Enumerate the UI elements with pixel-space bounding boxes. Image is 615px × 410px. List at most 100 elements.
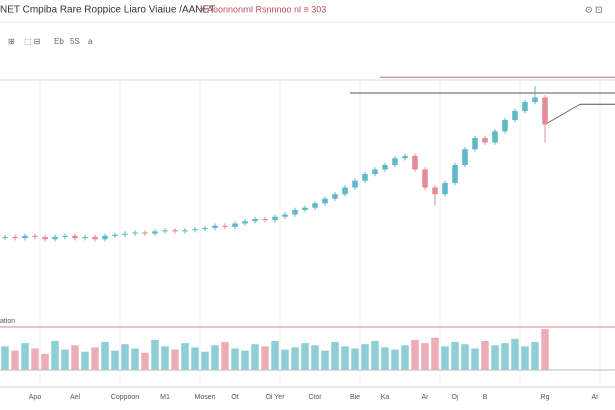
- candle-body: [202, 228, 208, 230]
- candle-body: [272, 216, 278, 221]
- candle-body: [302, 207, 308, 210]
- candle-body: [62, 235, 68, 237]
- tool[interactable]: 5S: [70, 37, 80, 46]
- tool[interactable]: ⬚ ⊟: [24, 37, 40, 46]
- volume-bar: [111, 350, 119, 370]
- candle-body: [82, 237, 88, 239]
- volume-bar: [251, 344, 259, 370]
- candle-body: [142, 232, 148, 234]
- candle-body: [192, 229, 198, 231]
- volume-bar: [451, 342, 459, 370]
- volume-bar: [401, 345, 409, 370]
- volume-bar: [511, 338, 519, 370]
- tool[interactable]: a: [88, 37, 93, 46]
- volume-bar: [211, 345, 219, 370]
- volume-bar: [541, 329, 549, 370]
- volume-bar: [91, 347, 99, 370]
- candle-body: [132, 232, 138, 234]
- candle-body: [122, 233, 128, 235]
- volume-bar: [21, 343, 29, 370]
- x-tick-label: Ka: [381, 394, 390, 401]
- x-tick-label: Oj: [452, 394, 459, 401]
- volume-bar: [391, 349, 399, 370]
- candle-body: [222, 225, 228, 227]
- x-tick-label: B: [483, 394, 488, 401]
- candle-body: [252, 219, 258, 222]
- x-tick-label: Mosen: [194, 394, 215, 401]
- volume-bar: [481, 340, 489, 370]
- volume-bar: [121, 344, 129, 370]
- candle-body: [432, 187, 438, 195]
- volume-bar: [301, 343, 309, 370]
- candle-body: [422, 169, 428, 188]
- candle-body: [512, 111, 518, 120]
- volume-bar: [191, 347, 199, 370]
- volume-bar: [331, 342, 339, 370]
- x-tick-label: Coppoon: [111, 394, 140, 401]
- x-tick-label: Ar: [422, 394, 430, 401]
- candle-body: [442, 183, 448, 195]
- candle-body: [12, 237, 18, 239]
- volume-bar: [461, 344, 469, 370]
- candle-body: [322, 198, 328, 204]
- x-tick-label: Apo: [29, 394, 42, 401]
- candle-body: [262, 219, 268, 221]
- candle-body: [392, 158, 398, 165]
- volume-bar: [501, 343, 509, 370]
- volume-bar: [421, 343, 429, 370]
- candle-body: [162, 230, 168, 232]
- candle-body: [352, 180, 358, 188]
- volume-bar: [161, 346, 169, 370]
- volume-bar: [531, 342, 539, 370]
- x-tick-label: Oi Yer: [265, 394, 285, 401]
- candle-body: [532, 97, 538, 102]
- volume-bar: [441, 346, 449, 370]
- candle-body: [362, 174, 368, 181]
- candle-body: [232, 223, 238, 227]
- candle-body: [372, 169, 378, 174]
- volume-bar: [101, 342, 109, 370]
- chart-title: NET Cmpiba Rare Roppice Liaro Viaiue /AA…: [0, 5, 215, 16]
- volume-bar: [521, 346, 529, 370]
- x-tick-label: Ctor: [308, 394, 322, 401]
- x-tick-label: Rg: [541, 394, 550, 401]
- volume-bar: [341, 346, 349, 370]
- candle-body: [542, 97, 548, 125]
- volume-bar: [271, 340, 279, 370]
- candle-body: [42, 237, 48, 240]
- candle-body: [502, 120, 508, 132]
- trend-line: [544, 103, 581, 125]
- volume-bar: [431, 337, 439, 370]
- volume-bar: [361, 344, 369, 370]
- volume-bar: [31, 348, 39, 370]
- candle-body: [332, 194, 338, 199]
- volume-bar: [151, 339, 159, 370]
- volume-bar: [491, 345, 499, 370]
- candle-body: [182, 230, 188, 232]
- volume-bar: [381, 347, 389, 370]
- volume-bar: [81, 351, 89, 370]
- volume-label: ation: [0, 318, 15, 325]
- volume-bar: [351, 348, 359, 370]
- x-tick-label: Ael: [70, 394, 81, 401]
- candle-body: [382, 165, 388, 170]
- candle-body: [92, 237, 98, 240]
- volume-bar: [131, 348, 139, 370]
- volume-bar: [41, 353, 49, 370]
- tool[interactable]: Eb: [54, 37, 64, 46]
- volume-bar: [311, 345, 319, 370]
- x-tick-label: Ot: [231, 394, 238, 401]
- candle-body: [102, 235, 108, 240]
- tool[interactable]: ⊞: [8, 37, 15, 46]
- candle-body: [472, 138, 478, 150]
- icon[interactable]: ⊙ ⊡: [585, 4, 603, 14]
- volume-bar: [411, 339, 419, 370]
- candle-body: [452, 165, 458, 183]
- candle-body: [212, 225, 218, 228]
- status: ≠ Aoonnonrnl Rsnnnoo nl ≡ 303: [200, 4, 326, 14]
- candle-body: [152, 231, 158, 234]
- volume-bar: [261, 346, 269, 370]
- volume-bar: [1, 346, 9, 370]
